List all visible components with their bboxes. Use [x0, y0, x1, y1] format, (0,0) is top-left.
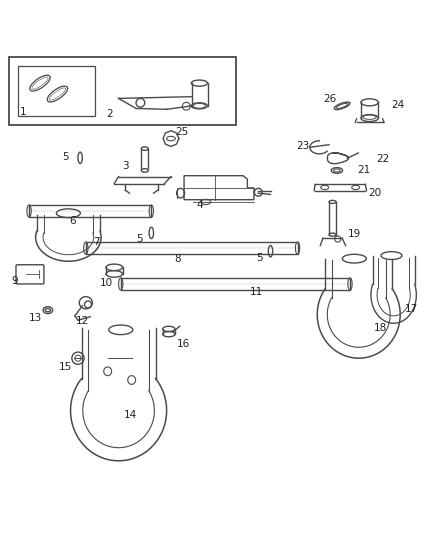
Text: 5: 5 — [256, 253, 262, 263]
Text: 4: 4 — [196, 200, 203, 211]
Text: 16: 16 — [177, 339, 190, 349]
Text: 26: 26 — [323, 94, 336, 104]
Text: 5: 5 — [62, 152, 69, 163]
Text: 11: 11 — [250, 287, 263, 297]
Bar — [10, 57, 237, 125]
Text: 6: 6 — [69, 216, 76, 225]
Text: 2: 2 — [106, 109, 113, 119]
Text: 1: 1 — [20, 107, 27, 117]
Text: 15: 15 — [59, 362, 72, 372]
Text: 14: 14 — [124, 410, 138, 420]
Text: 25: 25 — [175, 127, 188, 137]
Text: 18: 18 — [374, 322, 387, 333]
Text: 22: 22 — [376, 154, 389, 164]
Text: 21: 21 — [357, 165, 371, 175]
Text: 12: 12 — [76, 316, 89, 326]
Text: 17: 17 — [404, 304, 418, 314]
Text: 19: 19 — [348, 229, 361, 239]
Text: 5: 5 — [136, 234, 143, 244]
Text: 7: 7 — [93, 238, 100, 247]
Text: 8: 8 — [174, 254, 181, 264]
Text: 9: 9 — [11, 276, 18, 286]
Text: 13: 13 — [29, 312, 42, 322]
Text: 24: 24 — [392, 100, 405, 110]
Text: 3: 3 — [122, 161, 128, 171]
Text: 10: 10 — [100, 278, 113, 288]
Text: 23: 23 — [297, 141, 310, 151]
Bar — [18, 66, 95, 116]
Text: 20: 20 — [369, 188, 382, 198]
